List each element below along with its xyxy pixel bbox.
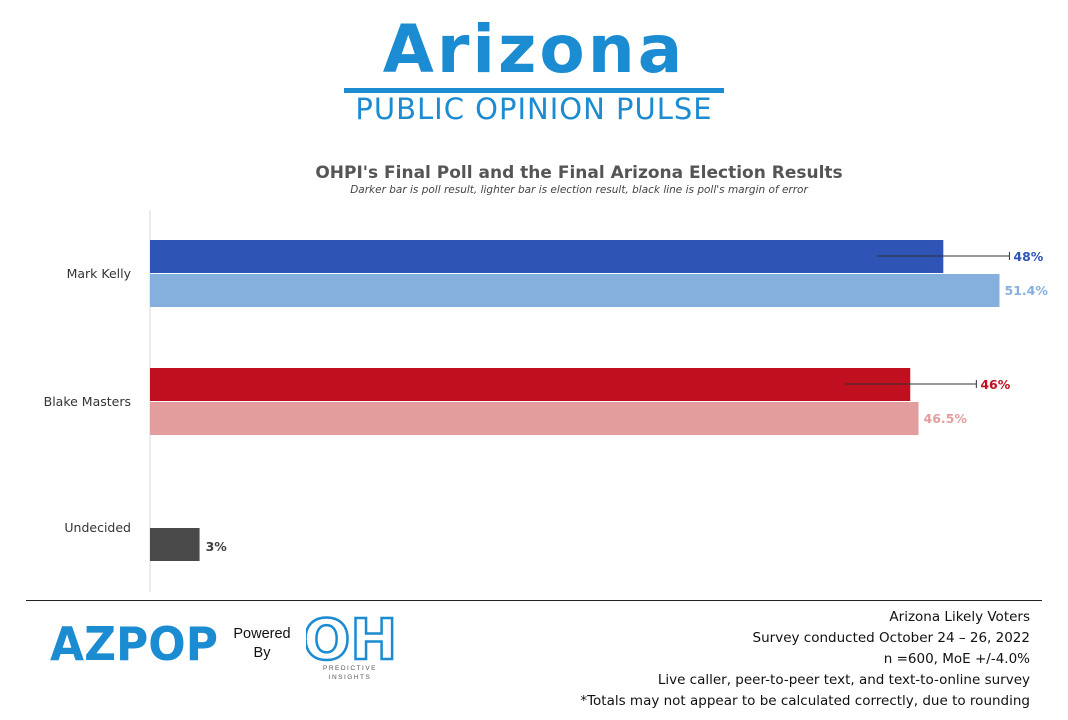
note-line: Survey conducted October 24 – 26, 2022	[752, 630, 1030, 646]
brand-divider	[344, 88, 724, 93]
by-line: By	[253, 645, 271, 661]
powered-line: Powered	[233, 626, 291, 642]
oh-logo-subtitle: PREDICTIVE INSIGHTS	[306, 664, 394, 682]
category-label-blake-masters: Blake Masters	[44, 394, 131, 409]
poll-bar-blake-masters	[150, 368, 911, 401]
note-line: Live caller, peer-to-peer text, and text…	[657, 672, 1030, 688]
powered-by-text: Powered By	[230, 625, 294, 663]
chart-title: OHPI's Final Poll and the Final Arizona …	[315, 163, 843, 183]
azpop-logo: AZPOP	[50, 617, 218, 664]
oh-logo-text: OH	[306, 608, 394, 673]
election-bar-mark-kelly	[150, 274, 1000, 307]
category-label-undecided: Undecided	[64, 520, 131, 535]
oh-predictive-insights-logo: OH	[306, 607, 394, 674]
bar-chart: Mark Kelly 48% 51.4% Blake Masters 46% 46.5% U…	[44, 210, 1049, 592]
election-value-label-mark-kelly: 51.4%	[1005, 283, 1049, 298]
poll-value-label-mark-kelly: 48%	[1013, 249, 1043, 264]
brand-subtitle: PUBLIC OPINION PULSE	[355, 92, 713, 126]
poll-value-label-blake-masters: 46%	[980, 377, 1010, 392]
election-bar-blake-masters	[150, 402, 919, 435]
note-line: n =600, MoE +/-4.0%	[883, 651, 1030, 667]
note-line: Arizona Likely Voters	[889, 609, 1030, 625]
footer-divider	[26, 600, 1042, 601]
poll-bar-undecided	[150, 528, 200, 561]
note-line: *Totals may not appear to be calculated …	[580, 693, 1030, 709]
category-label-mark-kelly: Mark Kelly	[67, 266, 132, 281]
poll-bar-mark-kelly	[150, 240, 944, 273]
azpop-logo-text: AZPOP	[50, 617, 218, 664]
oh-logo-subtitle-line: INSIGHTS	[328, 674, 372, 681]
survey-notes: Arizona Likely Voters Survey conducted O…	[580, 607, 1030, 712]
brand-title: Arizona	[382, 11, 686, 88]
chart-subtitle: Darker bar is poll result, lighter bar i…	[350, 184, 808, 196]
election-value-label-blake-masters: 46.5%	[924, 411, 968, 426]
poll-value-label-undecided: 3%	[206, 539, 228, 554]
oh-logo-subtitle-line: PREDICTIVE	[322, 665, 377, 672]
